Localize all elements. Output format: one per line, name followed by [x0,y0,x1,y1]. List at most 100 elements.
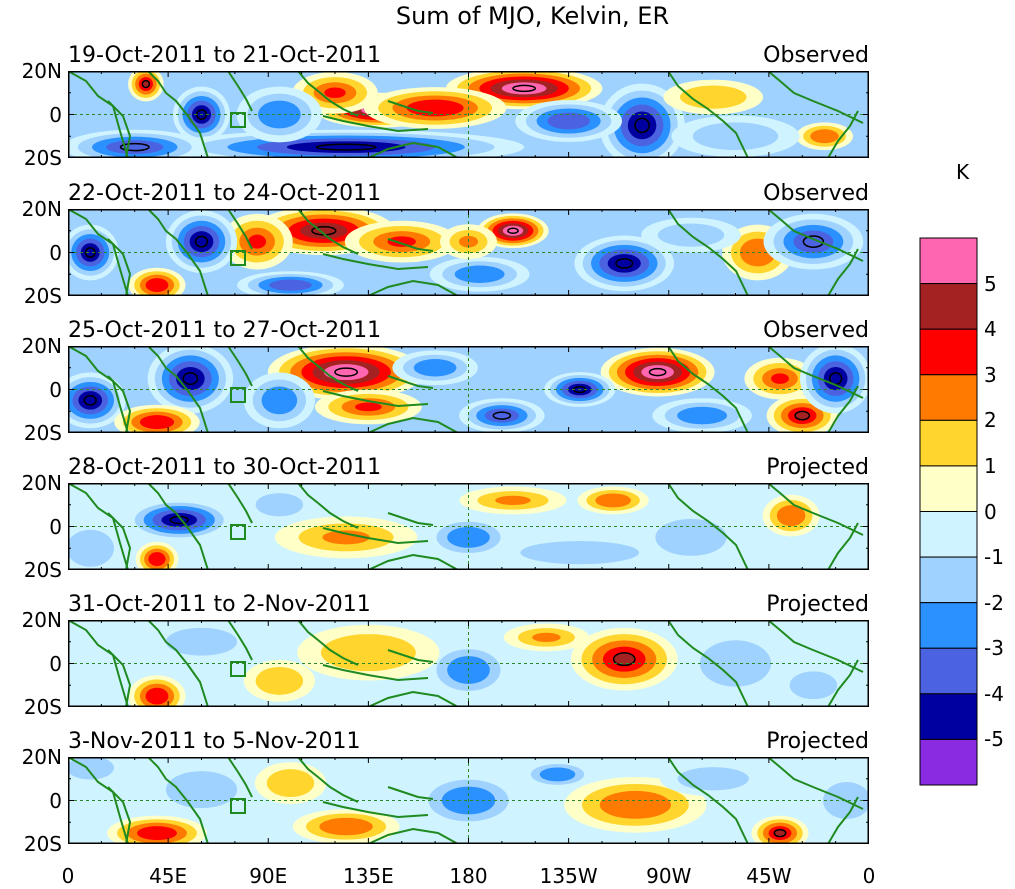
anomaly-blob [532,632,561,643]
lon-tick-label: 90W [646,864,692,888]
anomaly-blob [147,829,167,837]
coastline [667,620,749,707]
region-box [230,387,246,403]
anomaly-blob [279,282,302,288]
panel-tag-6: Projected [766,729,869,754]
anomaly-blob [495,495,531,506]
anomaly-blob [152,555,162,563]
coastline [147,209,209,296]
colorbar-swatch [919,647,978,695]
anomaly-blob [420,103,450,113]
anomaly-blob [550,546,610,559]
panel-tag-5: Projected [766,592,869,617]
anomaly-blob [617,797,654,812]
coastline [322,115,429,133]
coastline [322,664,429,682]
heatmap-panel-2 [68,209,869,296]
coastline [367,690,459,707]
coastline [68,346,129,433]
colorbar-tick-label: -1 [984,545,1004,570]
lon-tick-label: 0 [61,864,75,888]
coastline [387,238,434,252]
anomaly-blob [267,498,292,511]
panel-tag-3: Observed [763,318,869,343]
coastline [297,483,359,529]
lat-tick-label: 20S [23,832,62,856]
anomaly-blob [151,281,163,289]
coastline [827,796,859,844]
lon-tick-label: 45W [746,864,792,888]
panel-title-5: 31-Oct-2011 to 2-Nov-2011 [68,592,371,617]
lon-tick-label: 135W [539,864,598,888]
lat-tick-label: 0 [49,102,62,127]
coastline [827,110,859,158]
heatmap-panel-1 [68,71,869,158]
coastline [322,253,429,271]
anomaly-blob [183,634,220,649]
coastline [68,71,129,158]
colorbar-tick-label: 2 [984,408,997,433]
coastline [147,71,209,158]
lat-tick-label: 20S [23,558,62,582]
lon-tick-label: 45E [149,864,188,888]
coastline [227,346,253,387]
anomaly-blob [773,828,787,838]
colorbar-tick-label: 5 [984,271,997,296]
anomaly-blob [696,91,730,103]
coastline [147,483,209,570]
anomaly-blob [355,402,382,412]
anomaly-blob [615,257,634,269]
coastline [667,757,749,844]
coastline [667,209,749,296]
anomaly-blob [695,772,732,785]
coastline [367,279,459,296]
lon-tick-label: 90E [249,864,288,888]
coastline [297,757,359,803]
coastline [227,209,253,250]
colorbar-swatch [919,602,978,649]
anomaly-blob [802,235,825,248]
anomaly-blob [801,678,826,693]
panel-tag-2: Observed [763,181,869,206]
coastline [107,375,132,433]
anomaly-blob [387,236,416,247]
anomaly-blob [634,117,650,134]
colorbar-tick-label: -2 [984,590,1004,615]
heatmap-panel-4 [68,483,869,570]
coastline [107,649,132,707]
heatmap-panel-3 [68,346,869,433]
lat-tick-label: 0 [49,514,62,539]
lat-tick-label: 20N [21,334,62,358]
anomaly-blob [141,79,151,89]
coastline [147,757,209,844]
anomaly-blob [673,528,709,547]
coastline [297,71,359,117]
colorbar-swatch [919,465,978,512]
colorbar-swatch [919,237,978,285]
colorbar-swatch [919,511,978,558]
anomaly-blob [324,87,346,98]
anomaly-blob [714,129,757,144]
coastline [387,375,434,389]
anomaly-blob [424,363,446,373]
lon-tick-label: 0 [862,864,876,888]
coastline [227,757,253,798]
lon-tick-label: 180 [449,864,488,888]
coastline [147,346,209,433]
anomaly-blob [322,530,370,545]
colorbar-tick-label: 4 [984,317,997,342]
coastline [767,346,864,399]
coastline [767,483,864,536]
anomaly-blob [784,510,799,521]
anomaly-blob [315,143,377,151]
colorbar-tick-label: 1 [984,453,997,478]
coastline [827,522,859,570]
coastline [367,827,459,844]
region-box [230,661,246,677]
anomaly-blob [771,373,789,384]
coastline [107,786,132,844]
coastline [297,209,359,255]
anomaly-blob [344,643,393,662]
panel-title-2: 22-Oct-2011 to 24-Oct-2011 [68,181,382,206]
anomaly-blob [548,770,567,778]
